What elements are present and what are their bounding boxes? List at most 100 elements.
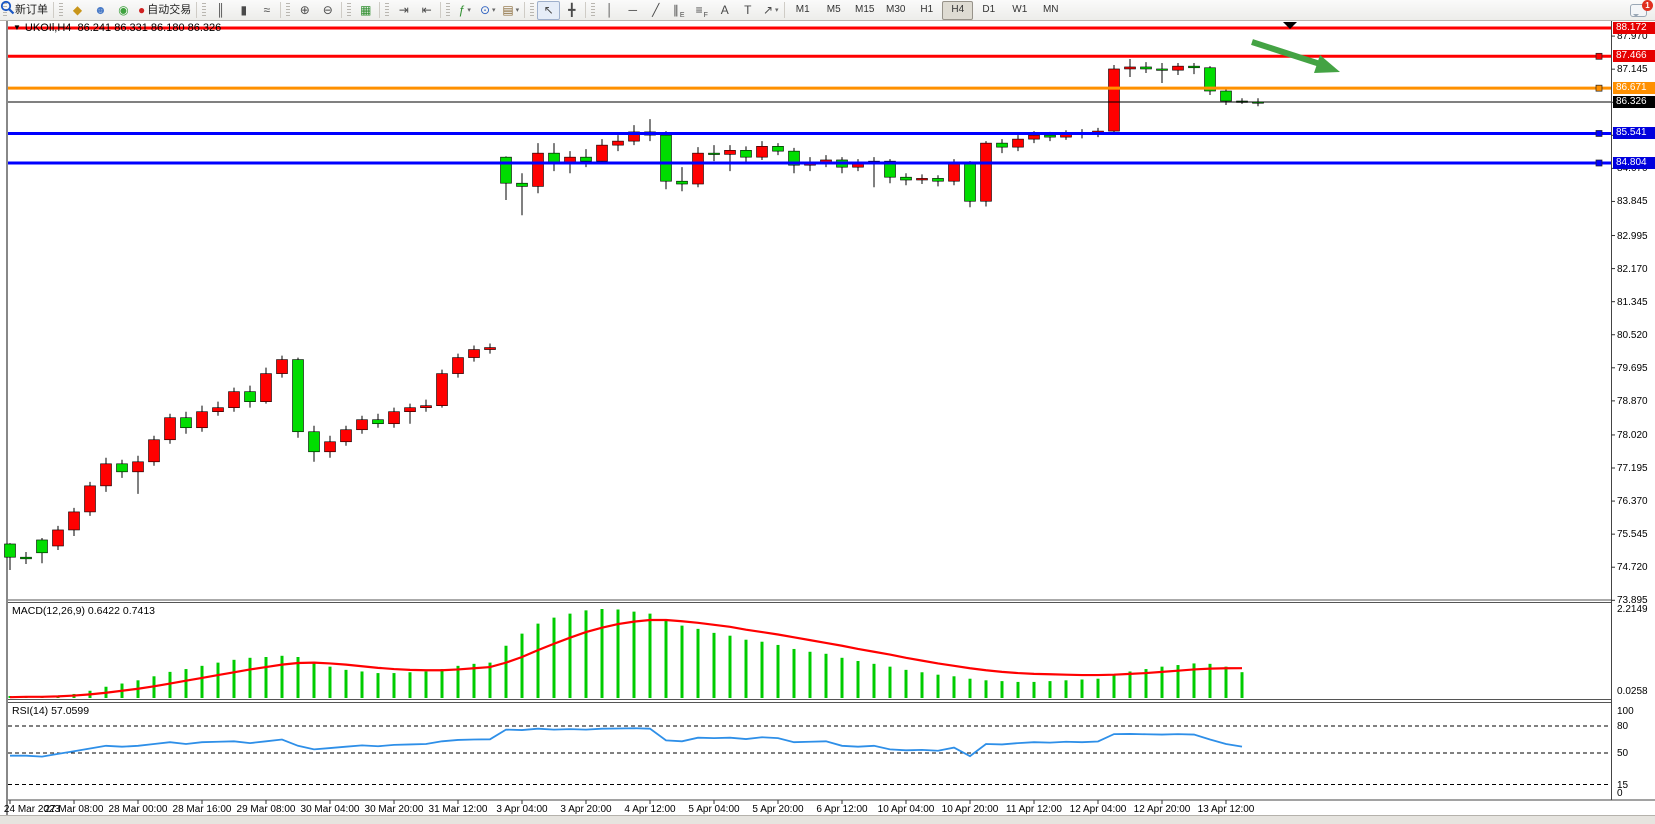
toolbar-grip[interactable] bbox=[446, 3, 451, 17]
candle-body bbox=[596, 144, 608, 162]
bar-chart-icon[interactable]: ║ bbox=[209, 1, 232, 20]
timeframe-mn[interactable]: MN bbox=[1035, 1, 1066, 20]
chart-shift-marker[interactable] bbox=[1283, 22, 1297, 29]
price-badge-86.326: 86.326 bbox=[1613, 95, 1655, 108]
signals-icon[interactable]: ◉ bbox=[112, 1, 135, 20]
candle-body bbox=[1172, 65, 1184, 71]
price-scale-label: 82.995 bbox=[1617, 230, 1648, 242]
price-scale-label: 74.720 bbox=[1617, 562, 1648, 574]
candlestick-chart-icon: ▮ bbox=[240, 3, 248, 17]
line-handle[interactable] bbox=[1595, 130, 1603, 137]
crosshair-button[interactable]: ╋ bbox=[560, 1, 583, 20]
fibonacci-button[interactable]: ≡ F bbox=[695, 3, 708, 19]
candle-body bbox=[900, 176, 912, 181]
text-label-button[interactable]: T bbox=[736, 1, 759, 20]
candle-body bbox=[372, 419, 384, 425]
periods-button[interactable]: ⊙ ▾ bbox=[476, 1, 499, 20]
toolbar-separator bbox=[524, 2, 526, 18]
candle-body bbox=[1012, 138, 1024, 148]
timeframe-m5[interactable]: M5 bbox=[818, 1, 849, 20]
time-axis-label: 13 Apr 12:00 bbox=[1197, 804, 1255, 815]
new-order-button[interactable]: 新订单 bbox=[10, 1, 51, 20]
price-badge-87.466: 87.466 bbox=[1613, 50, 1655, 63]
timeframe-w1[interactable]: W1 bbox=[1004, 1, 1035, 20]
toolbar-separator bbox=[53, 2, 54, 18]
auto-scroll-icon: ⇥ bbox=[398, 3, 409, 17]
cursor-button[interactable]: ↖ bbox=[537, 0, 561, 20]
timeframe-h1: H1 bbox=[920, 4, 934, 15]
price-scale-label: 83.845 bbox=[1617, 196, 1648, 208]
autotrading-button[interactable]: ● 自动交易 bbox=[135, 1, 194, 20]
toolbar-grip[interactable] bbox=[385, 3, 390, 17]
toolbar-grip[interactable] bbox=[286, 3, 291, 17]
symbol-dropdown-icon[interactable]: ▼ bbox=[13, 23, 21, 32]
text-button[interactable]: A bbox=[713, 1, 736, 20]
trend-arrow-head[interactable] bbox=[1314, 55, 1340, 73]
candle-body bbox=[420, 405, 432, 408]
candle-body bbox=[724, 150, 736, 155]
indicators-button[interactable]: ƒ ▾ bbox=[453, 1, 476, 20]
trend-arrow[interactable] bbox=[1251, 39, 1321, 67]
time-axis-label: 24 Mar 2023 bbox=[3, 804, 61, 815]
dropdown-arrow-icon[interactable]: ▾ bbox=[515, 6, 520, 14]
chart-shift-icon[interactable]: ⇤ bbox=[415, 1, 438, 20]
toolbar-grip[interactable] bbox=[347, 3, 352, 17]
candle-body bbox=[84, 485, 96, 513]
arrows-button: ↗ bbox=[762, 3, 774, 17]
zoom-out-icon[interactable]: ⊖ bbox=[316, 1, 339, 20]
notifications-icon[interactable]: 1 bbox=[1630, 0, 1653, 17]
line-chart-icon[interactable]: ≈ bbox=[255, 1, 278, 20]
text-label-button: T bbox=[744, 3, 752, 17]
timeframe-m15[interactable]: M15 bbox=[849, 1, 880, 20]
candle-body bbox=[692, 152, 704, 185]
time-axis-label: 10 Apr 20:00 bbox=[941, 804, 999, 815]
vertical-line-button: │ bbox=[606, 3, 614, 17]
chart-shift-icon: ⇤ bbox=[421, 3, 432, 17]
auto-scroll-icon[interactable]: ⇥ bbox=[392, 1, 415, 20]
vertical-line-button[interactable]: │ bbox=[598, 1, 621, 20]
candle-body bbox=[1220, 90, 1232, 102]
candlestick-chart-icon[interactable]: ▮ bbox=[232, 1, 255, 20]
horizontal-line-button[interactable]: ─ bbox=[621, 1, 644, 20]
candle-body bbox=[676, 180, 688, 185]
timeframe-d1[interactable]: D1 bbox=[973, 1, 1004, 20]
line-handle[interactable] bbox=[1595, 52, 1603, 60]
timeframe-h4[interactable]: H4 bbox=[942, 0, 974, 20]
timeframe-h1[interactable]: H1 bbox=[911, 1, 942, 20]
toolbar-grip[interactable] bbox=[530, 3, 535, 17]
time-axis-label: 4 Apr 12:00 bbox=[624, 804, 676, 815]
dropdown-arrow-icon[interactable]: ▾ bbox=[775, 6, 779, 14]
trendline-button[interactable]: ╱ bbox=[644, 1, 667, 20]
toolbar-separator bbox=[440, 2, 442, 18]
tile-windows-icon[interactable]: ▦ bbox=[354, 1, 377, 20]
candle-body bbox=[52, 529, 64, 547]
candle-body bbox=[772, 146, 784, 152]
price-badge-86.671: 86.671 bbox=[1613, 82, 1655, 95]
line-handle[interactable] bbox=[1595, 159, 1603, 167]
dropdown-arrow-icon[interactable]: ▾ bbox=[492, 6, 496, 14]
toolbar-grip[interactable] bbox=[59, 3, 63, 17]
line-handle[interactable] bbox=[1595, 84, 1603, 92]
terminal-icon[interactable]: ☻ bbox=[89, 1, 112, 20]
timeframe-m1[interactable]: M1 bbox=[787, 1, 818, 20]
ohlc-quote-label: 86.241 86.331 86.180 86.326 bbox=[77, 22, 222, 34]
templates-button[interactable]: ▤ ▾ bbox=[499, 1, 522, 20]
search-icon[interactable] bbox=[0, 0, 15, 15]
notification-badge: 1 bbox=[1642, 0, 1653, 11]
market-watch-icon[interactable]: ◆ bbox=[66, 1, 89, 20]
toolbar-grip[interactable] bbox=[591, 3, 596, 17]
price-scale-label: 73.895 bbox=[1617, 595, 1648, 607]
arrows-button[interactable]: ↗ ▾ bbox=[759, 1, 782, 20]
candle-body bbox=[1028, 134, 1040, 140]
candle-body bbox=[340, 429, 352, 443]
dropdown-arrow-icon[interactable]: ▾ bbox=[467, 6, 471, 14]
toolbar-grip[interactable] bbox=[202, 3, 207, 17]
zoom-in-icon[interactable]: ⊕ bbox=[293, 1, 316, 20]
rsi-scale-label: 100 bbox=[1617, 706, 1634, 717]
equidistant-channel-button[interactable]: ∥ E bbox=[672, 3, 685, 19]
time-axis-label: 5 Apr 04:00 bbox=[688, 804, 740, 815]
price-scale-label: 81.345 bbox=[1617, 296, 1648, 308]
price-badge-88.172: 88.172 bbox=[1613, 22, 1655, 34]
timeframe-m30[interactable]: M30 bbox=[880, 1, 911, 20]
